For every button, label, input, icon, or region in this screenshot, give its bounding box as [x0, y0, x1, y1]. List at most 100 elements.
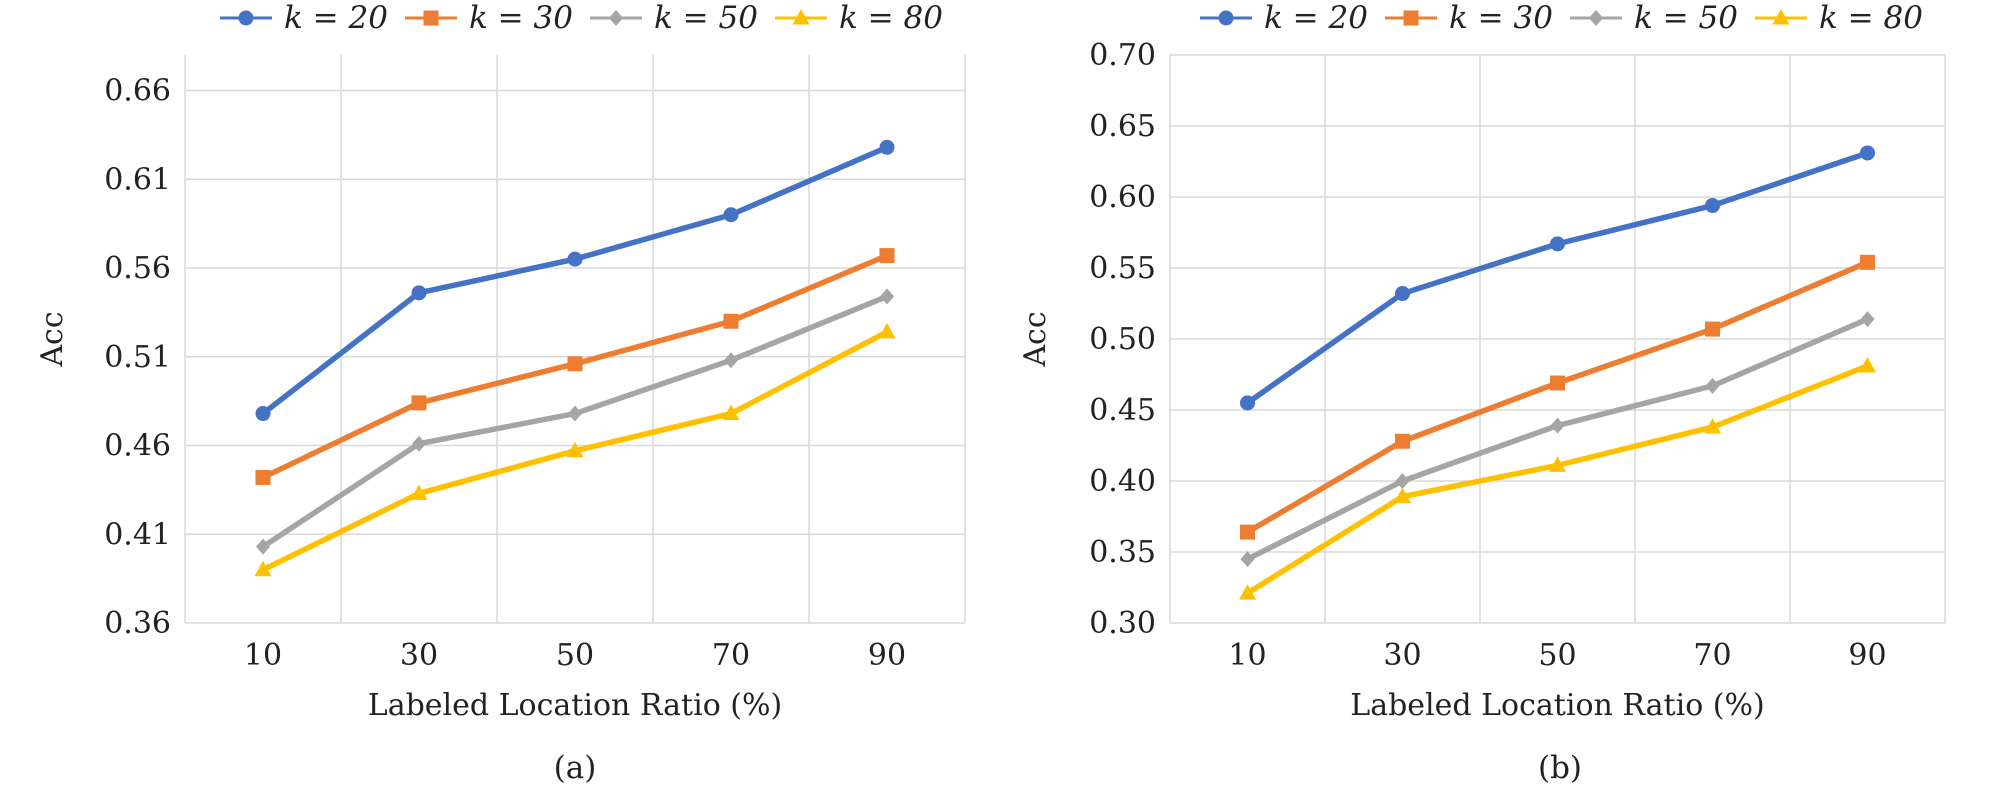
data-point: [1395, 473, 1410, 489]
x-tick-label: 10: [1228, 638, 1266, 673]
y-tick-label: 0.46: [104, 429, 171, 464]
data-point: [880, 288, 894, 305]
y-axis-title: Acc: [1018, 311, 1053, 367]
series-line: [1246, 316, 1869, 562]
legend-entry: k = 80: [1755, 0, 1923, 36]
data-point: [723, 207, 739, 223]
panel-caption: (b): [1538, 750, 1582, 786]
legend-label: k = 20: [1264, 0, 1368, 36]
data-point: [410, 484, 428, 500]
series-k=20: [255, 139, 895, 422]
y-tick-label: 0.50: [1089, 322, 1156, 357]
y-tick-label: 0.65: [1089, 109, 1156, 144]
series-k=80: [1239, 356, 1876, 600]
series-k=50: [1240, 311, 1875, 568]
data-point: [254, 560, 272, 577]
y-tick-label: 0.45: [1089, 393, 1156, 428]
legend-marker: [238, 10, 254, 26]
y-axis-title: Acc: [35, 311, 70, 367]
series-line: [1246, 259, 1869, 535]
chart-panel-b: 0.30 0.35 0.40 0.45 0.50 0.55 0.60 0.65 0.70 10 30…: [1018, 0, 1946, 786]
data-point: [256, 538, 270, 555]
y-tick-label: 0.40: [1089, 464, 1156, 499]
legend-marker: [1403, 10, 1419, 26]
y-tick-label: 0.36: [104, 606, 171, 641]
x-tick-label: 50: [1538, 638, 1576, 673]
data-point: [1705, 321, 1720, 337]
data-point: [1860, 145, 1875, 161]
data-point: [1705, 198, 1720, 214]
y-tick-label: 0.56: [104, 251, 171, 286]
legend-marker: [423, 10, 439, 26]
y-tick-label: 0.61: [104, 162, 171, 197]
data-point: [1550, 375, 1565, 391]
data-point: [568, 405, 582, 422]
legend-marker: [609, 10, 623, 26]
legend-label: k = 30: [1449, 0, 1553, 36]
y-tick-label: 0.70: [1089, 38, 1156, 73]
legend-entry: k = 80: [775, 0, 943, 36]
data-point: [411, 395, 427, 411]
series-line: [1245, 150, 1869, 406]
legend-label: k = 20: [284, 0, 388, 36]
data-point: [1240, 395, 1255, 411]
legend-label: k = 50: [1634, 0, 1738, 36]
data-point: [411, 285, 427, 301]
series-k=30: [255, 248, 895, 485]
data-point: [1860, 254, 1875, 270]
x-tick-label: 90: [1848, 638, 1886, 673]
x-tick-label: 50: [556, 638, 594, 673]
data-point: [878, 322, 896, 339]
legend-entry: k = 30: [405, 0, 573, 36]
data-point: [724, 352, 738, 369]
data-point: [1705, 377, 1720, 394]
legend-label: k = 30: [469, 0, 573, 36]
y-tick-label: 0.35: [1089, 535, 1156, 570]
x-tick-label: 10: [244, 638, 282, 673]
series-line: [261, 144, 889, 416]
y-tick-label: 0.60: [1089, 180, 1156, 215]
series-k=50: [256, 288, 894, 555]
data-point: [722, 404, 740, 421]
legend-label: k = 80: [1819, 0, 1923, 36]
legend-entry: k = 50: [590, 0, 758, 36]
data-point: [1550, 236, 1565, 252]
data-point: [1859, 356, 1876, 373]
legend-entry: k = 30: [1385, 0, 1553, 36]
legend-marker: [1589, 10, 1603, 26]
data-point: [567, 356, 583, 372]
x-tick-label: 90: [868, 638, 906, 673]
data-point: [879, 139, 895, 155]
x-axis-title: Labeled Location Ratio (%): [368, 688, 782, 723]
legend-marker: [1218, 10, 1234, 26]
y-tick-label: 0.30: [1089, 606, 1156, 641]
x-tick-label: 70: [712, 638, 750, 673]
data-point: [879, 248, 895, 264]
chart-panel-a: 0.36 0.41 0.46 0.51 0.56 0.61 0.66 10 30 50 70 90 La…: [35, 0, 966, 786]
data-point: [567, 251, 583, 267]
data-point: [723, 313, 739, 329]
data-point: [566, 441, 584, 458]
data-point: [1550, 417, 1565, 434]
y-tick-label: 0.41: [104, 517, 171, 552]
data-point: [1395, 286, 1410, 302]
data-point: [1239, 584, 1256, 600]
data-point: [412, 435, 426, 452]
data-point: [255, 469, 271, 485]
legend-entry: k = 50: [1570, 0, 1738, 36]
legend-label: k = 80: [839, 0, 943, 36]
data-point: [1395, 433, 1410, 449]
data-point: [1549, 456, 1566, 472]
data-point: [1240, 551, 1255, 568]
data-point: [1394, 487, 1411, 504]
legend-entry: k = 20: [220, 0, 388, 36]
legend-label: k = 50: [654, 0, 758, 36]
y-tick-label: 0.66: [104, 74, 171, 109]
y-tick-label: 0.55: [1089, 251, 1156, 286]
data-point: [1240, 524, 1255, 540]
x-tick-label: 30: [400, 638, 438, 673]
series-k=80: [254, 322, 896, 577]
x-tick-label: 30: [1383, 638, 1421, 673]
series-k=30: [1240, 254, 1875, 540]
